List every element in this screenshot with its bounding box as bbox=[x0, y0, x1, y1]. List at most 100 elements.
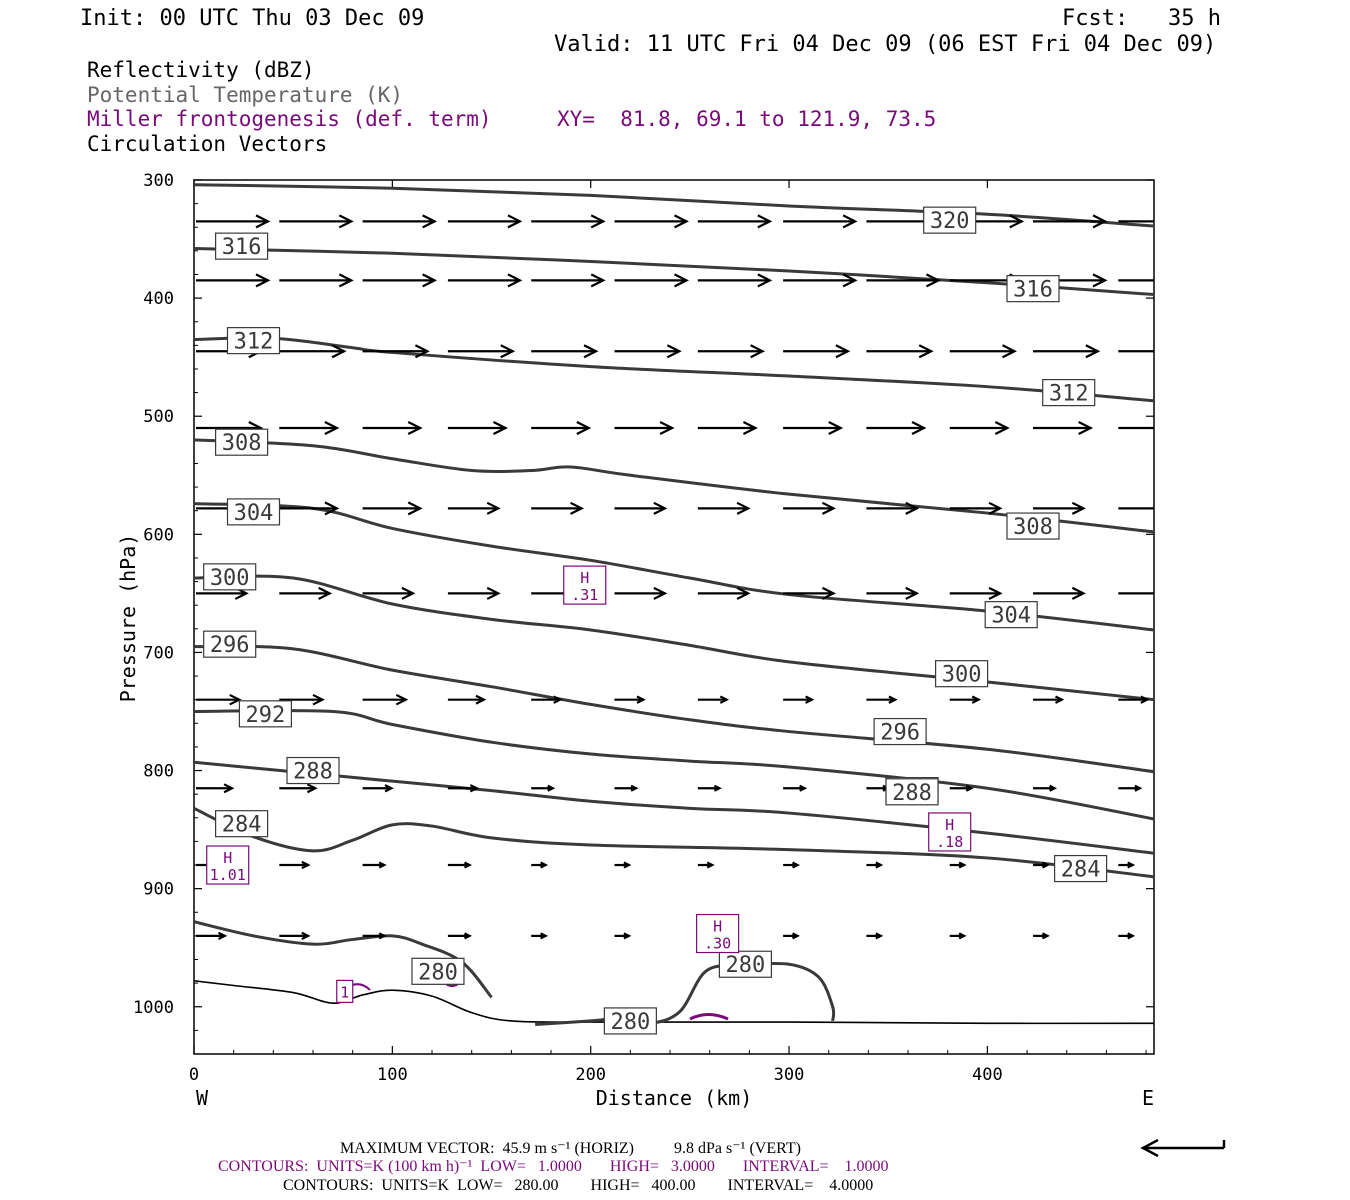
contour-label: 292 bbox=[246, 703, 286, 728]
contour-label-box bbox=[1054, 854, 1108, 883]
theta-contour-284 bbox=[194, 806, 1154, 879]
circulation-vector-head bbox=[713, 784, 722, 792]
circulation-vector-head bbox=[1002, 344, 1017, 359]
circulation-vector-head bbox=[1158, 588, 1169, 599]
circulation-vector-head bbox=[1041, 861, 1050, 869]
frontogenesis-contour-label-box bbox=[336, 979, 354, 1004]
circulation-vector-head bbox=[570, 501, 585, 515]
circulation-vector-head bbox=[1127, 932, 1136, 940]
y-tick-label: 700 bbox=[143, 643, 174, 663]
field-label-frontogenesis: Miller frontogenesis (def. term) bbox=[87, 107, 492, 131]
circulation-vector-head bbox=[805, 695, 815, 704]
frontogenesis-max-value: .31 bbox=[571, 586, 598, 604]
circulation-vector-head bbox=[988, 586, 1003, 600]
contour-label-box bbox=[718, 950, 773, 978]
theta-contour-304 bbox=[194, 502, 1154, 632]
contour-label-box bbox=[603, 1007, 657, 1035]
circulation-vector-head bbox=[306, 783, 318, 794]
frontogenesis-max-label: H bbox=[580, 569, 589, 587]
contour-label-box bbox=[203, 630, 257, 658]
field-label-reflectivity: Reflectivity (dBZ) bbox=[87, 58, 315, 82]
field-label-potential-temperature: Potential Temperature (K) bbox=[87, 83, 403, 107]
plot-frame bbox=[193, 179, 1155, 1055]
circulation-vector-head bbox=[464, 861, 472, 869]
circulation-vector-head bbox=[888, 695, 898, 704]
circulation-vector-head bbox=[331, 344, 347, 359]
circulation-vector-head bbox=[1171, 345, 1183, 357]
y-tick-label: 1000 bbox=[133, 998, 174, 1018]
circulation-vector-head bbox=[736, 586, 751, 600]
circulation-vector-head bbox=[971, 695, 981, 704]
circulation-vector-head bbox=[422, 214, 438, 229]
reference-vector-arrow bbox=[1140, 1138, 1226, 1158]
circulation-vector-head bbox=[792, 861, 800, 869]
circulation-vector-head bbox=[1041, 932, 1050, 940]
theta-contour-320 bbox=[194, 183, 1154, 228]
contour-label: 284 bbox=[1061, 858, 1101, 883]
circulation-vector-head bbox=[994, 421, 1010, 436]
circulation-vector-head bbox=[590, 214, 606, 229]
circulation-vector-head bbox=[666, 344, 682, 359]
circulation-vector-head bbox=[1158, 503, 1169, 514]
contour-label-box bbox=[1006, 275, 1060, 303]
circulation-vector-head bbox=[583, 344, 599, 359]
circulation-vector-head bbox=[540, 861, 549, 869]
contour-label: 304 bbox=[234, 501, 274, 526]
circulation-vector-head bbox=[407, 501, 423, 516]
contour-label: 316 bbox=[222, 235, 262, 260]
contour-label: 312 bbox=[234, 330, 274, 355]
contour-label: 308 bbox=[222, 431, 262, 456]
circulation-vector-head bbox=[1092, 214, 1108, 229]
contour-label: 312 bbox=[1049, 382, 1089, 407]
contour-label-box bbox=[984, 601, 1038, 629]
circulation-vector-head bbox=[719, 695, 730, 704]
circulation-vector-head bbox=[378, 932, 387, 940]
plot-contents bbox=[194, 183, 1183, 1026]
circulation-vector-head bbox=[500, 344, 516, 359]
contour-label: 308 bbox=[1013, 515, 1053, 540]
circulation-vector-head bbox=[630, 784, 639, 792]
circulation-vector-head bbox=[828, 421, 844, 436]
circulation-vector-head bbox=[674, 214, 689, 229]
circulation-vector-head bbox=[486, 501, 501, 515]
contour-label-box bbox=[1042, 378, 1096, 407]
circulation-vector-head bbox=[486, 586, 501, 600]
circulation-vector-head bbox=[414, 344, 430, 359]
theta-contour-312 bbox=[194, 336, 1154, 403]
circulation-vector-head bbox=[1071, 586, 1086, 600]
frontogenesis-max-value: .30 bbox=[704, 935, 731, 953]
x-tick-label: 100 bbox=[377, 1065, 408, 1085]
circulation-vector-head bbox=[223, 783, 235, 794]
circulation-vector-head bbox=[324, 421, 340, 436]
contour-label: 300 bbox=[942, 663, 982, 688]
frontogenesis-max-label: H bbox=[223, 849, 232, 867]
max-vector-caption: MAXIMUM VECTOR: 45.9 m s⁻¹ (HORIZ) 9.8 d… bbox=[340, 1140, 801, 1157]
circulation-vector-head bbox=[422, 273, 438, 288]
contour-label: 284 bbox=[222, 813, 262, 838]
contour-label-box bbox=[226, 498, 281, 526]
frontogenesis-max-value: 1.01 bbox=[210, 866, 246, 884]
frontogenesis-max-label: H bbox=[713, 918, 722, 936]
theta-contour-292 bbox=[194, 709, 1154, 821]
circulation-vector-head bbox=[338, 273, 354, 288]
contour-label-box bbox=[238, 700, 293, 728]
theta-contour-296 bbox=[194, 644, 1154, 774]
x-tick-label: 300 bbox=[774, 1065, 805, 1085]
circulation-vector-head bbox=[1134, 784, 1143, 792]
y-tick-label: 300 bbox=[143, 171, 174, 191]
circulation-vector-head bbox=[842, 273, 858, 288]
contour-label-box bbox=[215, 810, 269, 838]
circulation-vector-head bbox=[407, 421, 423, 436]
circulation-vector-head bbox=[958, 932, 967, 940]
circulation-vector-head bbox=[401, 586, 416, 600]
frontogenesis-contour-label: 1 bbox=[340, 983, 349, 1001]
circulation-vector-head bbox=[395, 693, 409, 706]
y-tick-label: 900 bbox=[143, 880, 174, 900]
contour-label-box bbox=[203, 563, 257, 591]
circulation-vector-head bbox=[659, 421, 675, 436]
circulation-vector-head bbox=[736, 501, 751, 515]
frontogenesis-max-box bbox=[206, 845, 250, 885]
contour-label-box bbox=[935, 660, 989, 688]
contour-label-box bbox=[873, 717, 927, 746]
circulation-vector-head bbox=[217, 931, 228, 941]
